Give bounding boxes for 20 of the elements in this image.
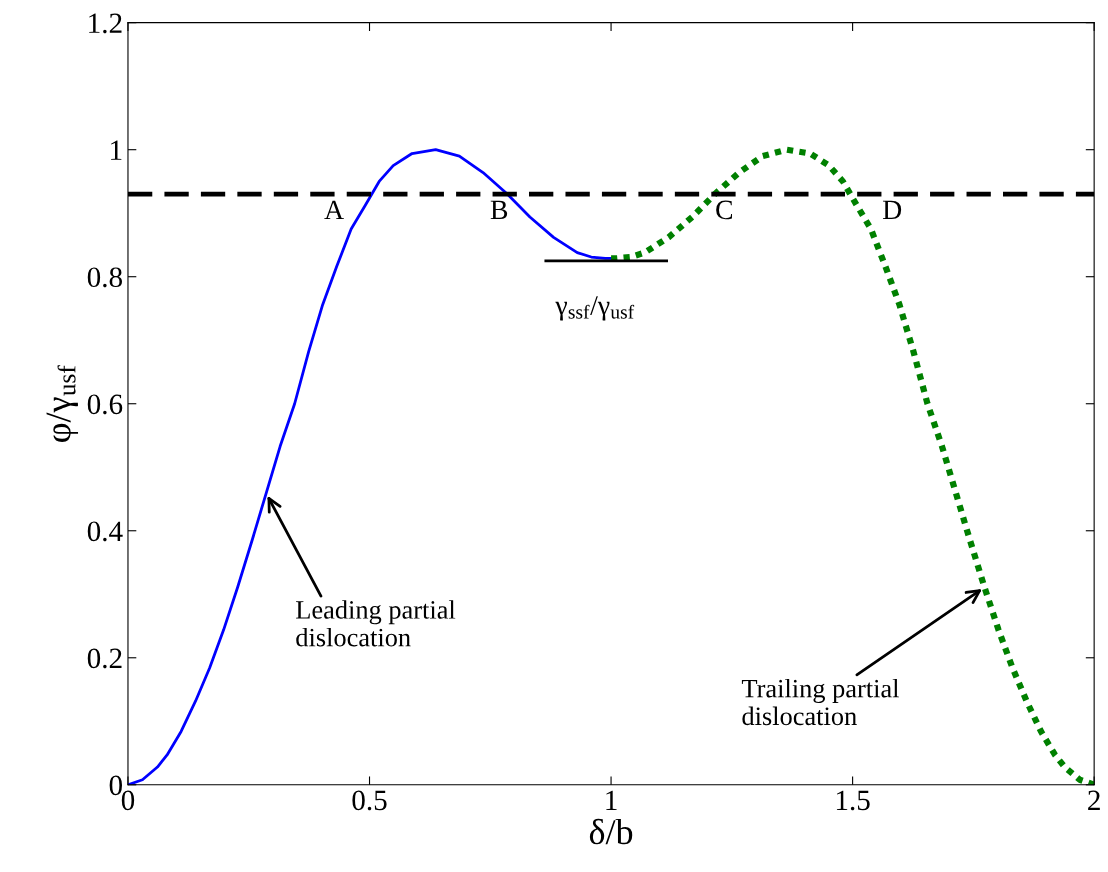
y-tick-label: 0.2 <box>87 648 122 669</box>
y-tick-label: 0.6 <box>87 394 123 415</box>
x-tick-label: 2 <box>1088 790 1100 810</box>
annotation: B <box>490 200 508 220</box>
y-tick-label: 1.2 <box>89 13 122 34</box>
annotation: C <box>716 200 733 220</box>
y-tick-label: 0 <box>109 775 122 796</box>
x-tick-label: 1 <box>606 790 617 810</box>
y-tick-label: 1 <box>111 140 122 160</box>
x-axis-title: δ/b <box>589 818 633 845</box>
y-tick-label: 0.8 <box>87 267 122 288</box>
annotation: Trailing partial dislocation <box>741 678 899 726</box>
y-tick-label: 0.4 <box>87 521 123 542</box>
x-tick-label: 0.5 <box>352 790 387 811</box>
annotation: D <box>882 200 902 220</box>
y-axis-title: φ/γ$_{usf}$ <box>46 365 79 442</box>
annotation: A <box>324 200 344 219</box>
annotation: Leading partial dislocation <box>296 600 456 647</box>
x-tick-label: 1.5 <box>836 790 870 811</box>
annotation: γ$_{ssf}$/γ$_{usf}$ <box>555 296 635 321</box>
